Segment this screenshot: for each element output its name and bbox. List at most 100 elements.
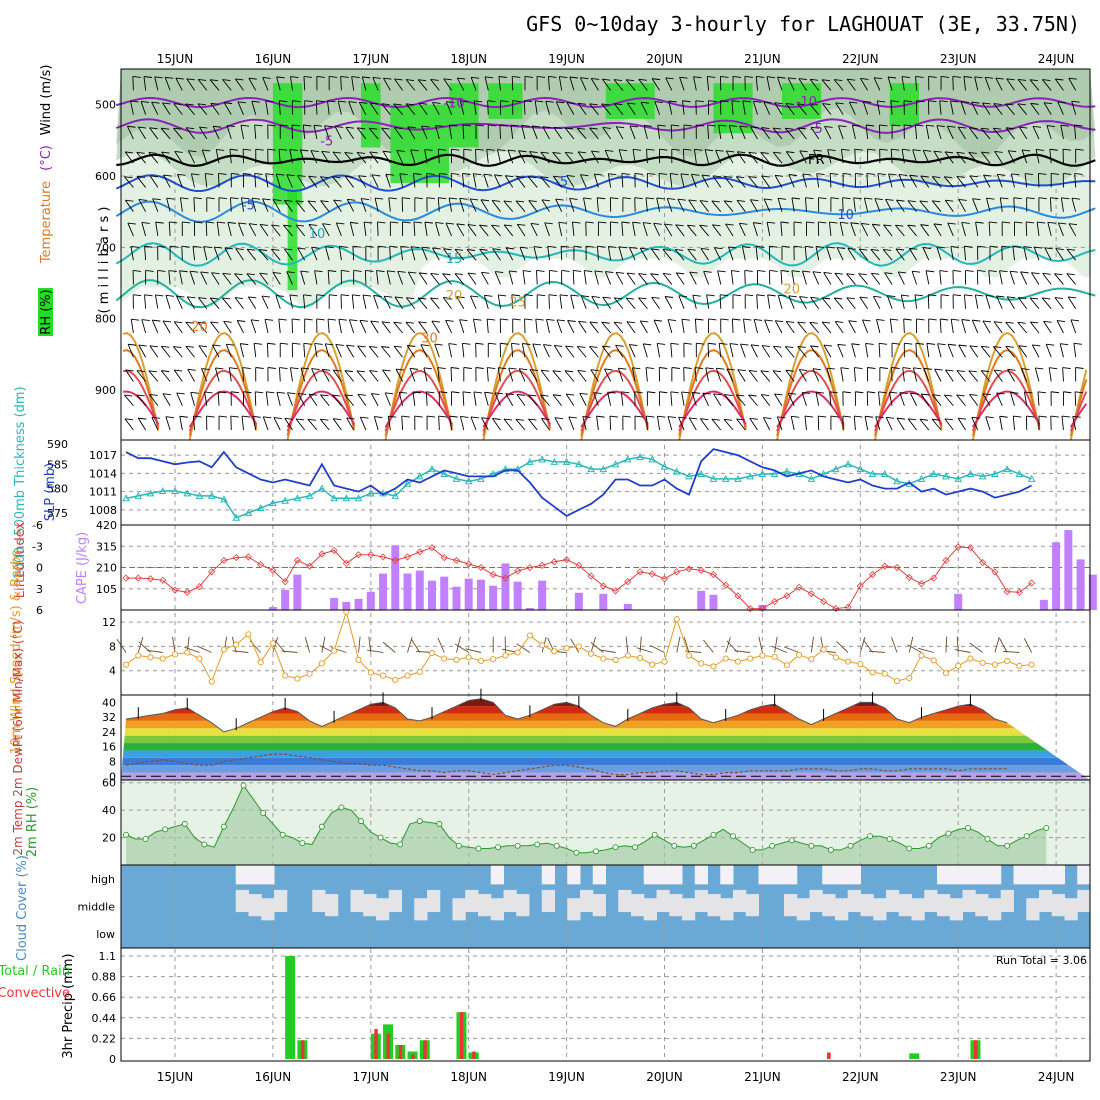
thickness-point	[477, 474, 485, 482]
wind-barb	[853, 416, 856, 431]
wind-barb-flag	[430, 297, 439, 300]
wind-barb	[691, 174, 697, 188]
wind-barb	[771, 645, 788, 653]
thickness-tick-label: 585	[47, 458, 68, 471]
wind-barb-flag	[646, 148, 655, 151]
wind-barb-flag	[491, 224, 500, 227]
contour-label: -10	[443, 97, 464, 112]
wind-barb	[920, 224, 930, 237]
thickness-point	[330, 494, 338, 502]
wind-barb	[486, 367, 489, 382]
wind-barb	[766, 222, 771, 237]
wind-barb	[278, 149, 281, 164]
wind-barb	[699, 224, 709, 237]
lifted-index-point	[269, 566, 277, 574]
wind-barb-flag	[408, 271, 417, 274]
wind-barb	[812, 368, 820, 382]
wind-barb	[656, 416, 661, 431]
lifted-index-point	[208, 568, 216, 576]
wind-barb	[459, 319, 465, 334]
wind-barb-flag	[798, 78, 807, 81]
wind-barb	[827, 149, 832, 164]
wind-barb-flag	[999, 415, 1008, 418]
wind-barb-flag	[470, 295, 479, 298]
high-cloud-block	[694, 865, 708, 885]
wind-barb-flag	[505, 393, 514, 396]
lifted-index-tick-label: -6	[32, 519, 43, 532]
wind-barb-flag	[786, 321, 795, 323]
wind-barb-flag	[332, 394, 341, 397]
wind-barb	[418, 321, 428, 334]
wind-barb	[382, 369, 391, 382]
wind-barb-flag	[361, 198, 370, 200]
wind-barb-flag	[320, 200, 329, 203]
wind-barb-flag	[449, 124, 458, 127]
wind-barb	[974, 294, 979, 309]
wind-barb	[435, 125, 440, 140]
warm-temperature-contour	[482, 390, 551, 428]
wind-barb-flag	[615, 271, 625, 274]
wind-speed-point	[208, 678, 215, 685]
wind-barb-flag	[295, 224, 305, 227]
wind-barb	[848, 101, 856, 115]
wind-barb	[259, 224, 269, 237]
wind-barb-flag	[597, 245, 606, 248]
middle-cloud-block	[733, 889, 747, 913]
lifted-index-point	[660, 575, 669, 583]
wind-barb-flag	[481, 417, 490, 420]
wind-barb	[173, 127, 183, 140]
wind-barb-flag	[185, 103, 194, 106]
wind-barb	[381, 346, 391, 358]
wind-barb	[576, 127, 587, 140]
wind-barb-flag	[434, 343, 443, 346]
wind-barb-flag	[875, 416, 884, 419]
wind-barb	[275, 173, 281, 188]
top-date-label: 24JUN	[1038, 52, 1075, 66]
wind-barb-flag	[1075, 367, 1084, 369]
wind-barb-flag	[243, 148, 252, 151]
wind-barb-flag	[292, 342, 301, 345]
wind-barb-flag	[898, 174, 908, 176]
wind-barb	[124, 394, 134, 407]
wind-barb-flag	[995, 77, 1004, 80]
wind-barb-flag	[511, 294, 520, 297]
wind-barb-flag	[729, 125, 738, 127]
wind-barb-flag	[1046, 343, 1055, 346]
wind-barb	[969, 127, 979, 140]
wind-barb-flag	[602, 78, 611, 81]
wind-barb-flag	[503, 418, 513, 421]
middle-cloud-block	[669, 894, 683, 917]
lifted-index-point	[1015, 588, 1023, 596]
wind-barb	[356, 152, 367, 164]
rh2m-point	[534, 841, 541, 848]
wind-barb	[229, 149, 232, 164]
wind-speed-point	[514, 649, 521, 656]
wind-barb-flag	[381, 127, 390, 130]
wind-barb	[516, 176, 526, 188]
wind-barb-flag	[1005, 103, 1014, 106]
wind-barb-flag	[338, 318, 347, 321]
wind-barb-flag	[500, 318, 509, 321]
wind-barb	[629, 125, 636, 140]
wind-barb-flag	[1054, 273, 1063, 276]
lifted-index-point	[281, 578, 289, 586]
wind-barb-flag	[933, 150, 942, 153]
wind-barb	[629, 247, 636, 261]
wind-barb	[565, 345, 575, 358]
wind-barb-flag	[602, 296, 611, 299]
wind-speed-point	[1016, 662, 1023, 669]
wind-barb-flag	[888, 173, 897, 176]
wind-barb-flag	[732, 318, 741, 321]
rh2m-point	[965, 825, 971, 831]
wind-barb	[837, 344, 844, 358]
wind-barb-flag	[414, 197, 423, 200]
wind-barb-flag	[450, 367, 460, 369]
wind-barb	[875, 416, 881, 431]
wind-barb-flag	[915, 342, 924, 345]
wind-barb-flag	[597, 197, 606, 200]
wind-barb	[190, 173, 196, 188]
wind-barb-flag	[283, 224, 292, 227]
wind-speed-point	[673, 616, 680, 623]
wind-barb	[1048, 367, 1052, 382]
precip-tick-label: 0.22	[92, 1032, 117, 1045]
